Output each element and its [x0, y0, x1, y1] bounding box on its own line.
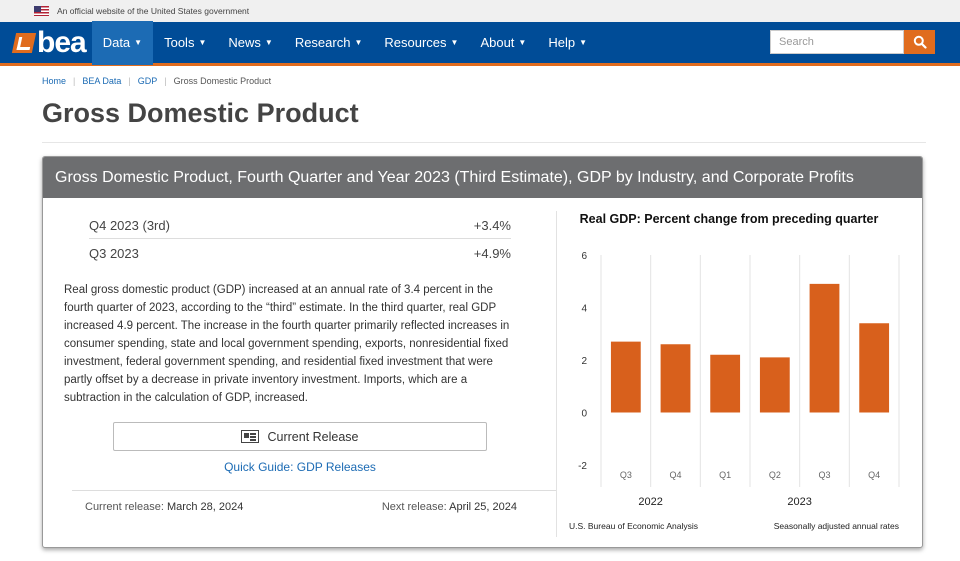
breadcrumb-separator: | — [164, 76, 167, 86]
caret-down-icon: ▼ — [198, 38, 207, 47]
current-release-button[interactable]: Current Release — [113, 422, 487, 451]
quick-guide-link[interactable]: Quick Guide: GDP Releases — [224, 460, 376, 474]
y-tick-label: 4 — [581, 304, 587, 315]
y-tick-label: 6 — [581, 251, 587, 262]
card-header: Gross Domestic Product, Fourth Quarter a… — [43, 157, 922, 198]
breadcrumb-separator: | — [73, 76, 76, 86]
next-release-date: Next release: April 25, 2024 — [381, 501, 517, 513]
x-tick-label: Q4 — [868, 470, 880, 480]
gov-banner-text: An official website of the United States… — [57, 6, 250, 16]
chart-title: Real GDP: Percent change from preceding … — [580, 212, 879, 226]
current-release-date: Current release: March 28, 2024 — [85, 501, 244, 513]
bar-3 — [759, 357, 790, 413]
breadcrumb: Home | BEA Data | GDP | Gross Domestic P… — [0, 70, 960, 92]
bar-1 — [660, 344, 691, 413]
caret-down-icon: ▼ — [354, 38, 363, 47]
gov-banner: An official website of the United States… — [0, 0, 960, 22]
release-summary-text: Real gross domestic product (GDP) increa… — [64, 284, 510, 404]
stat-label: Q4 2023 (3rd) — [89, 218, 170, 233]
y-tick-label: -2 — [578, 461, 587, 472]
nav-item-about[interactable]: About ▼ — [480, 35, 527, 50]
nav-item-news[interactable]: News ▼ — [228, 35, 273, 50]
search-button[interactable] — [904, 30, 935, 54]
breadcrumb-gdp[interactable]: GDP — [137, 76, 158, 86]
year-group-label: 2023 — [787, 496, 811, 508]
nav-item-resources[interactable]: Resources ▼ — [384, 35, 459, 50]
nav-item-research[interactable]: Research ▼ — [294, 35, 363, 50]
breadcrumb-current: Gross Domestic Product — [173, 76, 272, 86]
title-divider — [42, 142, 926, 143]
caret-down-icon: ▼ — [264, 38, 273, 47]
chart-note: Seasonally adjusted annual rates — [774, 521, 899, 531]
caret-down-icon: ▼ — [579, 38, 588, 47]
search-input[interactable] — [770, 30, 904, 54]
bar-4 — [809, 283, 840, 413]
breadcrumb-home[interactable]: Home — [42, 76, 67, 86]
y-tick-label: 2 — [581, 356, 587, 367]
bea-logo-text: bea — [37, 25, 87, 59]
year-group-label: 2022 — [638, 496, 662, 508]
caret-down-icon: ▼ — [450, 38, 459, 47]
x-tick-label: Q1 — [719, 470, 731, 480]
nav-item-tools[interactable]: Tools ▼ — [164, 35, 207, 50]
stat-value: +4.9% — [473, 246, 511, 261]
newspaper-icon — [241, 430, 260, 443]
x-tick-label: Q2 — [769, 470, 781, 480]
nav-menu: Data ▼ Tools ▼ News ▼ Research ▼ Resources ▼ … — [91, 20, 598, 65]
breadcrumb-separator: | — [128, 76, 131, 86]
stat-divider — [89, 238, 511, 239]
stat-label: Q3 2023 — [89, 246, 139, 261]
bea-logo[interactable]: bea — [11, 21, 87, 65]
gdp-release-card: Gross Domestic Product, Fourth Quarter a… — [42, 156, 923, 548]
release-dates: Current release: March 28, 2024 Next rel… — [85, 501, 517, 513]
chart-source-note: U.S. Bureau of Economic Analysis — [569, 521, 698, 531]
caret-down-icon: ▼ — [518, 38, 527, 47]
bar-2 — [710, 354, 741, 413]
stat-row-q4-2023: Q4 2023 (3rd) +3.4% — [89, 218, 511, 233]
nav-item-help[interactable]: Help ▼ — [548, 35, 588, 50]
stat-value: +3.4% — [473, 218, 511, 233]
y-tick-label: 0 — [581, 409, 587, 420]
bar-5 — [859, 323, 890, 413]
bar-0 — [610, 341, 641, 413]
page-title: Gross Domestic Product — [42, 98, 359, 128]
x-tick-label: Q3 — [620, 470, 632, 480]
release-summary-column: Q4 2023 (3rd) +3.4% Q3 2023 +4.9% Real g… — [43, 198, 557, 547]
stat-row-q3-2023: Q3 2023 +4.9% — [89, 246, 511, 261]
x-tick-label: Q4 — [669, 470, 681, 480]
breadcrumb-bea-data[interactable]: BEA Data — [82, 76, 122, 86]
us-flag-icon — [34, 6, 49, 16]
search-form — [770, 30, 935, 54]
main-navbar: bea Data ▼ Tools ▼ News ▼ Research ▼ Resourc… — [0, 20, 960, 66]
x-tick-label: Q3 — [818, 470, 830, 480]
release-divider — [72, 490, 557, 491]
caret-down-icon: ▼ — [134, 38, 143, 47]
gdp-bar-chart: Real GDP: Percent change from preceding … — [569, 212, 900, 531]
bea-logo-icon — [11, 32, 37, 53]
search-icon — [913, 35, 927, 49]
nav-item-data[interactable]: Data ▼ — [91, 20, 154, 65]
current-release-label: Current Release — [267, 429, 359, 444]
column-divider — [556, 211, 557, 537]
